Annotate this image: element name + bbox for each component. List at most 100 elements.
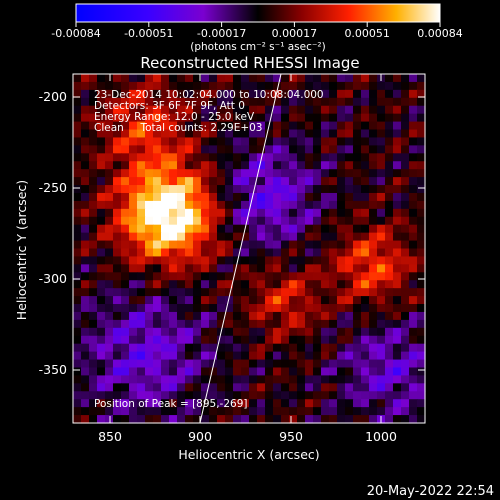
image-pixel — [225, 359, 234, 369]
image-pixel — [105, 383, 114, 392]
image-pixel — [401, 272, 410, 281]
image-pixel — [313, 311, 322, 321]
image-pixel — [297, 208, 306, 218]
image-pixel — [265, 105, 274, 115]
image-pixel — [89, 232, 98, 242]
image-pixel — [353, 327, 362, 337]
image-pixel — [201, 153, 210, 162]
image-pixel — [201, 169, 210, 178]
image-pixel — [145, 240, 154, 250]
image-pixel — [329, 280, 338, 289]
image-pixel — [233, 129, 242, 139]
image-pixel — [161, 224, 170, 234]
image-pixel — [393, 256, 402, 265]
image-pixel — [369, 319, 378, 329]
image-pixel — [265, 399, 274, 408]
image-pixel — [265, 311, 274, 321]
image-pixel — [201, 264, 210, 273]
image-pixel — [353, 343, 362, 353]
image-pixel — [353, 272, 362, 281]
image-pixel — [385, 327, 394, 337]
image-pixel — [257, 304, 266, 313]
image-pixel — [337, 327, 346, 337]
image-pixel — [81, 97, 90, 107]
image-pixel — [81, 335, 90, 345]
image-pixel — [313, 200, 322, 210]
image-pixel — [89, 161, 98, 170]
image-pixel — [417, 296, 426, 305]
image-pixel — [105, 280, 114, 289]
image-pixel — [313, 367, 322, 377]
image-pixel — [121, 177, 130, 186]
energy-range-label: Energy Range: 12.0 - 25.0 keV — [94, 111, 255, 123]
image-pixel — [137, 145, 146, 154]
image-pixel — [121, 272, 130, 281]
image-pixel — [137, 216, 146, 226]
image-pixel — [113, 137, 122, 146]
image-pixel — [105, 319, 114, 329]
image-pixel — [305, 264, 314, 273]
image-pixel — [337, 97, 346, 107]
image-pixel — [385, 74, 394, 83]
image-pixel — [169, 161, 178, 170]
image-pixel — [393, 192, 402, 202]
image-pixel — [273, 335, 282, 345]
image-pixel — [201, 224, 210, 234]
image-pixel — [249, 256, 258, 265]
image-pixel — [361, 256, 370, 265]
image-pixel — [121, 200, 130, 210]
image-pixel — [153, 280, 162, 289]
image-pixel — [137, 407, 146, 416]
image-pixel — [265, 272, 274, 281]
image-pixel — [169, 113, 178, 123]
image-pixel — [361, 74, 370, 83]
image-pixel — [161, 185, 170, 194]
image-pixel — [377, 248, 386, 258]
image-pixel — [361, 105, 370, 115]
image-pixel — [401, 311, 410, 321]
image-pixel — [201, 177, 210, 186]
image-pixel — [169, 169, 178, 178]
image-pixel — [217, 105, 226, 115]
image-pixel — [417, 153, 426, 162]
image-pixel — [217, 153, 226, 162]
image-pixel — [249, 81, 258, 91]
image-pixel — [193, 415, 202, 424]
image-pixel — [129, 415, 138, 424]
image-pixel — [409, 399, 418, 408]
image-pixel — [353, 383, 362, 392]
image-pixel — [321, 264, 330, 273]
image-pixel — [385, 192, 394, 202]
image-pixel — [281, 185, 290, 194]
image-pixel — [73, 232, 82, 242]
image-pixel — [273, 367, 282, 377]
image-pixel — [377, 232, 386, 242]
image-pixel — [313, 192, 322, 202]
image-pixel — [257, 121, 266, 131]
image-pixel — [185, 248, 194, 258]
image-pixel — [73, 137, 82, 146]
image-pixel — [297, 264, 306, 273]
image-pixel — [289, 232, 298, 242]
image-pixel — [377, 256, 386, 265]
image-pixel — [265, 74, 274, 83]
image-pixel — [81, 200, 90, 210]
image-pixel — [273, 351, 282, 361]
image-pixel — [209, 208, 218, 218]
image-pixel — [305, 375, 314, 384]
image-pixel — [121, 264, 130, 273]
image-pixel — [313, 304, 322, 313]
image-pixel — [337, 383, 346, 392]
image-pixel — [401, 335, 410, 345]
image-pixel — [353, 280, 362, 289]
image-pixel — [121, 113, 130, 123]
image-pixel — [89, 399, 98, 408]
image-pixel — [113, 200, 122, 210]
image-pixel — [401, 304, 410, 313]
image-pixel — [233, 399, 242, 408]
image-pixel — [177, 327, 186, 337]
image-pixel — [153, 311, 162, 321]
image-pixel — [225, 327, 234, 337]
image-pixel — [361, 288, 370, 297]
image-pixel — [393, 359, 402, 369]
